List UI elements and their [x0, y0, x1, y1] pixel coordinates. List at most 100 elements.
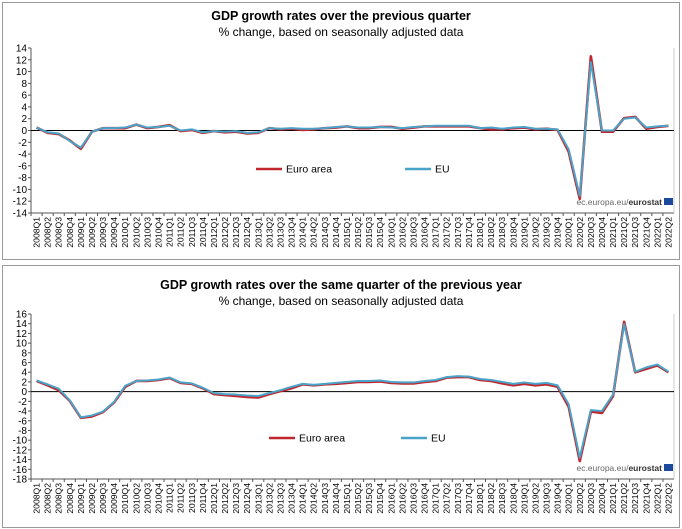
- x-tick-label: 2013Q3: [275, 217, 285, 248]
- x-tick-label: 2016Q4: [420, 217, 430, 248]
- x-tick-label: 2014Q2: [309, 483, 319, 514]
- eu-flag-icon: [664, 198, 673, 205]
- x-tick-label: 2009Q4: [109, 483, 119, 514]
- x-tick-label: 2016Q1: [386, 217, 396, 248]
- x-tick-label: 2012Q3: [231, 217, 241, 248]
- y-tick-label: -14: [13, 209, 28, 220]
- x-tick-label: 2008Q4: [65, 217, 75, 248]
- y-tick-label: 6: [21, 91, 27, 102]
- x-tick-label: 2016Q2: [397, 217, 407, 248]
- y-tick-label: -6: [18, 161, 27, 172]
- x-tick-label: 2012Q1: [209, 483, 219, 514]
- y-tick-label: -8: [18, 426, 27, 437]
- x-tick-label: 2016Q4: [420, 483, 430, 514]
- x-tick-label: 2021Q2: [619, 217, 629, 248]
- x-tick-label: 2021Q4: [641, 217, 651, 248]
- y-tick-label: -12: [13, 445, 28, 456]
- x-tick-label: 2017Q3: [453, 217, 463, 248]
- x-tick-label: 2013Q2: [264, 217, 274, 248]
- source-prefix: ec.europa.eu/: [576, 197, 629, 207]
- x-tick-label: 2017Q4: [464, 217, 474, 248]
- x-tick-label: 2014Q3: [320, 483, 330, 514]
- x-tick-label: 2021Q3: [630, 217, 640, 248]
- x-tick-label: 2010Q1: [120, 217, 130, 248]
- x-tick-label: 2009Q1: [76, 483, 86, 514]
- x-tick-label: 2017Q1: [431, 217, 441, 248]
- x-tick-label: 2010Q2: [131, 483, 141, 514]
- x-tick-label: 2014Q1: [298, 483, 308, 514]
- chart-title: GDP growth rates over the previous quart…: [211, 9, 471, 23]
- y-tick-label: 8: [21, 348, 27, 359]
- x-tick-label: 2022Q1: [652, 483, 662, 514]
- x-tick-label: 2010Q4: [153, 217, 163, 248]
- x-tick-label: 2017Q2: [442, 217, 452, 248]
- x-tick-label: 2012Q1: [209, 217, 219, 248]
- x-tick-label: 2010Q1: [120, 483, 130, 514]
- x-tick-label: 2018Q3: [497, 217, 507, 248]
- x-tick-label: 2015Q3: [364, 217, 374, 248]
- y-tick-label: -4: [18, 407, 27, 418]
- x-tick-label: 2010Q3: [142, 483, 152, 514]
- x-tick-label: 2014Q4: [331, 217, 341, 248]
- x-tick-label: 2020Q1: [564, 217, 574, 248]
- x-tick-label: 2020Q2: [575, 217, 585, 248]
- x-tick-label: 2020Q3: [586, 483, 596, 514]
- x-tick-label: 2018Q3: [497, 483, 507, 514]
- series-line-eu: [36, 61, 669, 197]
- x-tick-label: 2019Q4: [553, 217, 563, 248]
- x-tick-label: 2012Q3: [231, 483, 241, 514]
- x-tick-label: 2010Q2: [131, 217, 141, 248]
- x-tick-label: 2020Q3: [586, 217, 596, 248]
- y-tick-label: 4: [21, 368, 27, 379]
- legend-label-eu: EU: [435, 164, 450, 176]
- y-tick-label: 14: [16, 44, 28, 55]
- x-tick-label: 2020Q1: [564, 483, 574, 514]
- x-tick-label: 2019Q1: [519, 217, 529, 248]
- y-tick-label: -8: [18, 173, 27, 184]
- source-credit: ec.europa.eu/eurostat: [576, 197, 662, 207]
- x-tick-label: 2020Q4: [597, 217, 607, 248]
- x-tick-label: 2018Q4: [508, 217, 518, 248]
- x-tick-label: 2011Q1: [165, 217, 175, 247]
- y-tick-label: -14: [13, 455, 28, 466]
- x-tick-label: 2021Q1: [608, 483, 618, 514]
- x-tick-label: 2014Q3: [320, 217, 330, 248]
- x-tick-label: 2017Q1: [431, 483, 441, 514]
- x-tick-label: 2016Q2: [397, 483, 407, 514]
- series-line-eu: [36, 323, 670, 459]
- chart-title: GDP growth rates over the same quarter o…: [160, 278, 522, 292]
- x-tick-label: 2008Q2: [43, 483, 53, 514]
- x-tick-label: 2009Q2: [87, 217, 97, 248]
- x-tick-label: 2008Q4: [65, 483, 75, 514]
- x-tick-label: 2016Q3: [408, 217, 418, 248]
- x-tick-label: 2013Q3: [275, 483, 285, 514]
- x-tick-label: 2012Q4: [242, 217, 252, 248]
- x-tick-label: 2018Q4: [508, 483, 518, 514]
- y-tick-label: 0: [21, 126, 27, 137]
- x-tick-label: 2022Q2: [663, 483, 673, 514]
- x-tick-label: 2015Q1: [342, 217, 352, 248]
- x-tick-label: 2022Q1: [652, 217, 662, 248]
- x-tick-label: 2020Q2: [575, 483, 585, 514]
- y-tick-label: 12: [16, 55, 28, 66]
- chart-subtitle: % change, based on seasonally adjusted d…: [218, 294, 464, 308]
- x-tick-label: 2009Q1: [76, 217, 86, 248]
- y-tick-label: -2: [18, 138, 27, 149]
- x-tick-label: 2008Q1: [32, 217, 42, 248]
- y-tick-label: 8: [21, 79, 27, 90]
- x-tick-label: 2017Q3: [453, 483, 463, 514]
- x-tick-label: 2009Q2: [87, 483, 97, 514]
- x-tick-label: 2019Q3: [542, 483, 552, 514]
- x-tick-label: 2015Q3: [364, 483, 374, 514]
- x-tick-label: 2011Q1: [165, 483, 175, 513]
- x-tick-label: 2010Q4: [153, 483, 163, 514]
- y-tick-label: -10: [13, 185, 28, 196]
- y-tick-label: 2: [21, 377, 27, 388]
- x-tick-label: 2013Q1: [253, 483, 263, 514]
- y-tick-label: 0: [21, 387, 27, 398]
- x-tick-label: 2017Q4: [464, 483, 474, 514]
- y-tick-label: -12: [13, 197, 28, 208]
- source-credit: ec.europa.eu/eurostat: [576, 463, 662, 473]
